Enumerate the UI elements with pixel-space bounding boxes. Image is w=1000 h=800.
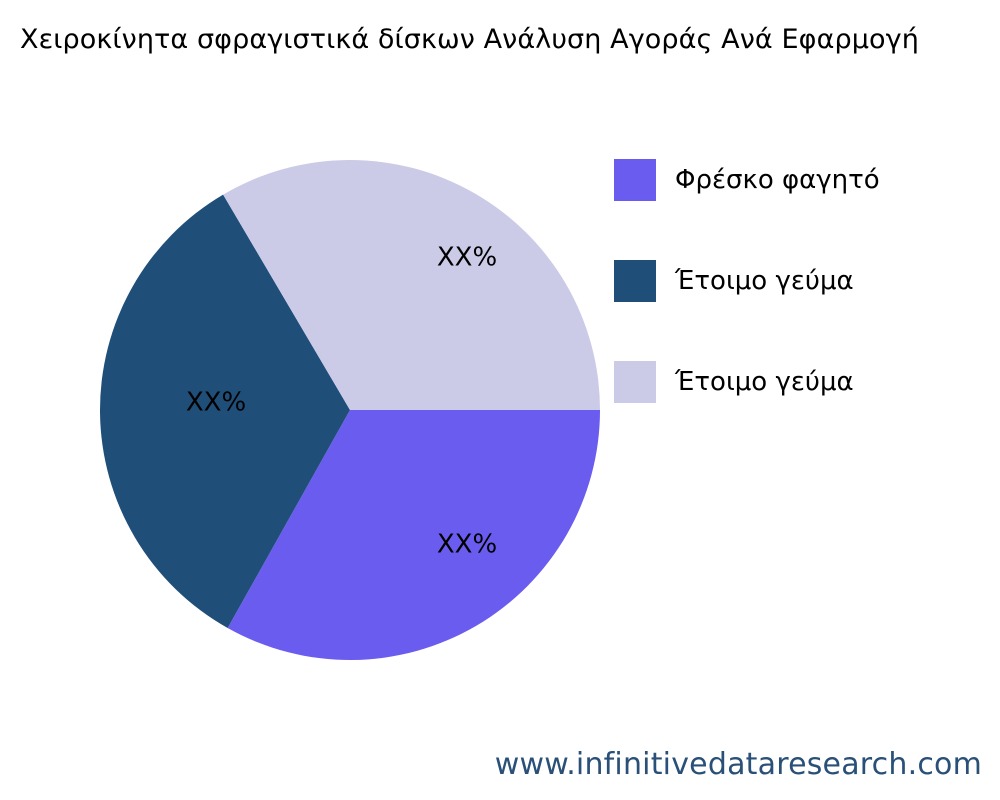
pie-chart-svg: XX% XX% XX% bbox=[99, 160, 600, 661]
legend-label-1: Φρέσκο φαγητό bbox=[675, 165, 880, 195]
chart-title: Χειροκίνητα σφραγιστικά δίσκων Ανάλυση Α… bbox=[20, 24, 919, 55]
legend-swatch-1 bbox=[614, 159, 656, 201]
legend-label-2: Έτοιμο γεύμα bbox=[675, 266, 854, 296]
legend-swatch-3 bbox=[614, 361, 656, 403]
pie-slice-label-1: XX% bbox=[437, 530, 497, 560]
legend-item-2[interactable]: Έτοιμο γεύμα bbox=[614, 260, 984, 302]
legend-item-1[interactable]: Φρέσκο φαγητό bbox=[614, 159, 984, 201]
pie-slice-2[interactable] bbox=[99, 194, 350, 629]
pie-label-group: XX% XX% XX% bbox=[186, 243, 497, 560]
pie-slice-label-3: XX% bbox=[437, 243, 497, 273]
pie-slice-3[interactable] bbox=[223, 160, 600, 410]
legend-item-3[interactable]: Έτοιμο γεύμα bbox=[614, 361, 984, 403]
footer-url[interactable]: www.infinitivedataresearch.com bbox=[494, 747, 982, 782]
pie-slice-1[interactable] bbox=[227, 410, 600, 661]
pie-slice-group bbox=[99, 160, 600, 661]
legend-label-3: Έτοιμο γεύμα bbox=[675, 367, 854, 397]
pie-chart: XX% XX% XX% bbox=[99, 160, 600, 661]
legend-swatch-2 bbox=[614, 260, 656, 302]
pie-slice-label-2: XX% bbox=[186, 388, 246, 418]
chart-legend: Φρέσκο φαγητό Έτοιμο γεύμα Έτοιμο γεύμα bbox=[614, 159, 984, 403]
